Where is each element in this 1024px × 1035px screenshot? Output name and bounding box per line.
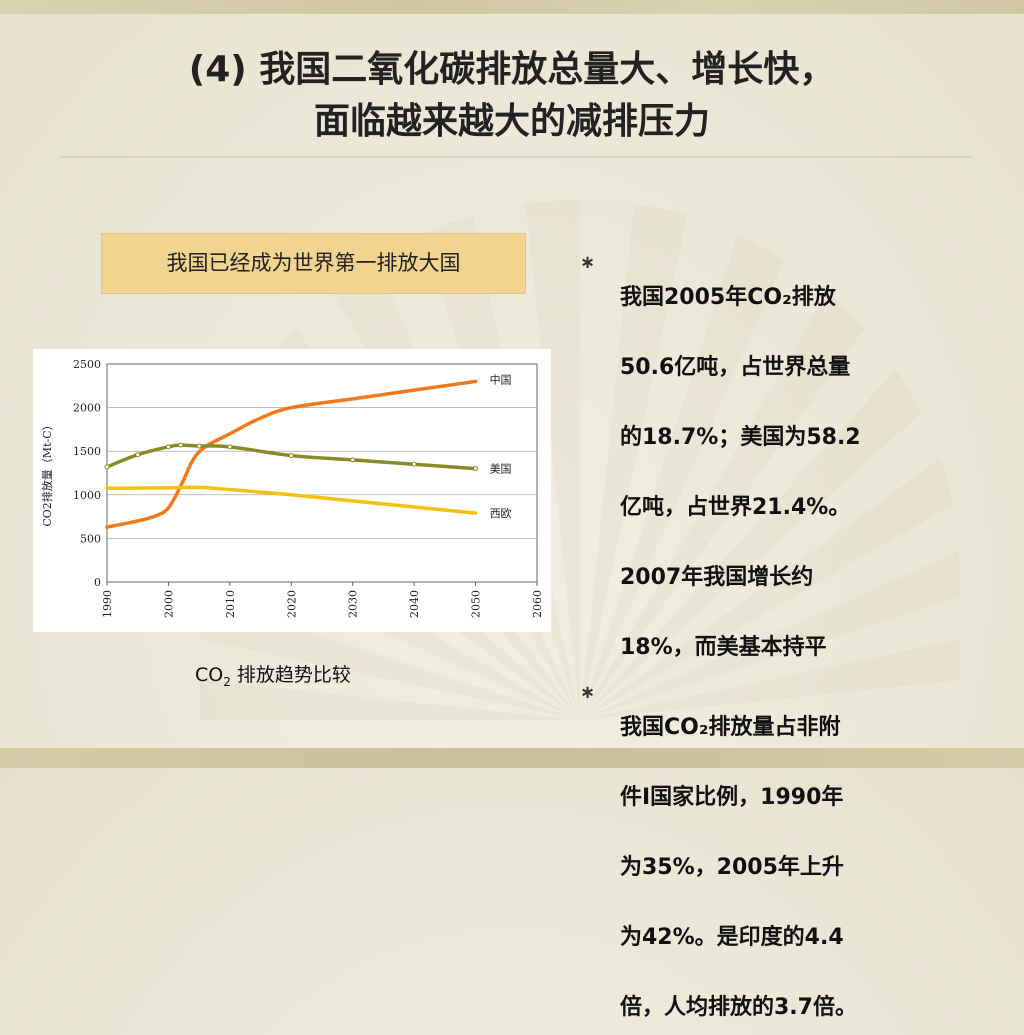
caption-subscript: 2 (223, 674, 231, 689)
series-point (104, 464, 110, 470)
x-tick-label: 2000 (162, 590, 175, 618)
y-tick-label: 500 (80, 532, 101, 545)
series-label-3: 西欧 (490, 507, 512, 520)
bullet-1-line-6: 18%，而美基本持平 (620, 635, 827, 660)
x-tick-label: 2020 (285, 590, 298, 618)
bullet-text-1: 我国2005年CO₂排放 50.6亿吨，占世界总量 的18.7%；美国为58.2… (620, 245, 948, 665)
title-line-1: (4) 我国二氧化碳排放总量大、增长快， (188, 49, 836, 90)
series-line-2 (105, 443, 478, 471)
bullet-item-2: ∗ 我国CO₂排放量占非附 件I国家比例，1990年 为35%，2005年上升 … (578, 675, 948, 1025)
series-label-2: 美国 (490, 463, 512, 476)
bullet-2-line-4: 为42%。是印度的4.4 (620, 925, 844, 950)
plot-area (106, 363, 538, 583)
y-tick-label: 0 (94, 576, 101, 589)
title-divider (60, 156, 972, 158)
x-tick-label: 1990 (101, 590, 114, 618)
y-axis-label: CO2排放量（Mt-C） (40, 419, 54, 526)
caption-suffix: 排放趋势比较 (230, 664, 351, 686)
bullet-asterisk-icon: ∗ (580, 252, 596, 273)
series-point (135, 452, 141, 458)
y-tick-label: 2500 (73, 358, 101, 371)
series-point (288, 453, 294, 459)
x-tick-label: 2030 (347, 590, 360, 618)
x-tick-label: 2050 (470, 590, 483, 618)
series-point (165, 444, 171, 450)
bullet-1-line-1: 我国2005年CO₂排放 (620, 285, 836, 310)
x-tick-label: 2010 (224, 590, 237, 618)
callout-box: 我国已经成为世界第一排放大国 (101, 233, 526, 294)
y-tick-label: 2000 (73, 402, 101, 415)
x-tick-label: 2040 (408, 590, 421, 618)
bullet-item-1: ∗ 我国2005年CO₂排放 50.6亿吨，占世界总量 的18.7%；美国为58… (578, 245, 948, 665)
series-point (196, 443, 202, 449)
series-point (350, 457, 356, 463)
bullet-text-2: 我国CO₂排放量占非附 件I国家比例，1990年 为35%，2005年上升 为4… (620, 675, 948, 1025)
series-label-1: 中国 (490, 373, 512, 386)
bullet-2-line-3: 为35%，2005年上升 (620, 855, 844, 880)
title-line-2: 面临越来越大的减排压力 (313, 101, 710, 142)
bullet-1-line-3: 的18.7%；美国为58.2 (620, 425, 861, 450)
bullet-2-line-2: 件I国家比例，1990年 (620, 785, 844, 810)
bullet-1-line-2: 50.6亿吨，占世界总量 (620, 355, 851, 380)
bottom-stripe (0, 748, 1024, 768)
series-point (227, 444, 233, 450)
chart-panel: 0 500 1000 1500 2000 2500 1990 2000 2010 2020 2030… (33, 349, 551, 632)
y-tick-label: 1500 (73, 445, 101, 458)
chart-caption: CO2 排放趋势比较 (195, 660, 395, 689)
caption-prefix: CO (195, 664, 224, 686)
bullet-1-line-5: 2007年我国增长约 (620, 565, 814, 590)
bullet-2-line-1: 我国CO₂排放量占非附 (620, 715, 841, 740)
series-point (411, 461, 417, 467)
y-tick-label: 1000 (73, 489, 101, 502)
series-point (473, 466, 479, 472)
bullet-list: ∗ 我国2005年CO₂排放 50.6亿吨，占世界总量 的18.7%；美国为58… (578, 245, 948, 1035)
bullet-asterisk-icon: ∗ (580, 682, 596, 703)
bullet-2-line-5: 倍，人均排放的3.7倍。 (620, 995, 857, 1020)
top-stripe (0, 0, 1024, 14)
series-point (178, 442, 184, 448)
co2-trend-chart: 0 500 1000 1500 2000 2500 1990 2000 2010 2020 2030… (40, 358, 544, 618)
slide-title: (4) 我国二氧化碳排放总量大、增长快， 面临越来越大的减排压力 (40, 44, 984, 148)
x-tick-label: 2060 (531, 590, 544, 618)
series-line-3 (105, 485, 478, 515)
bullet-1-line-4: 亿吨，占世界21.4%。 (620, 495, 851, 520)
